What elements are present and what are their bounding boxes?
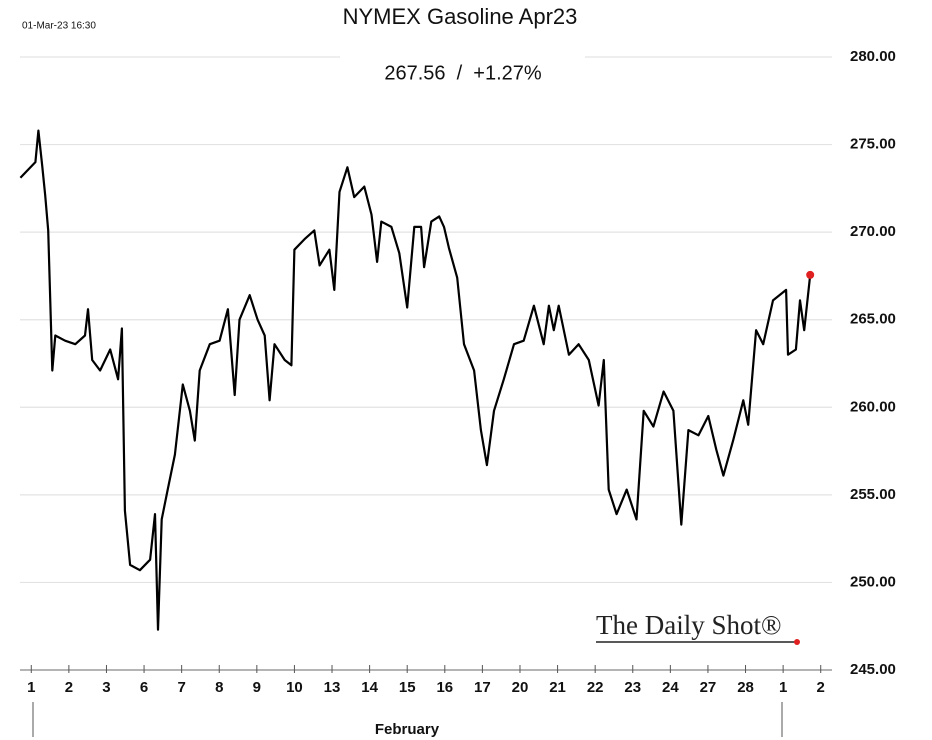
last-price-marker (806, 270, 815, 279)
y-tick-label: 270.00 (850, 223, 896, 240)
y-tick-label: 245.00 (850, 661, 896, 678)
timestamp: 01-Mar-23 16:30 (22, 21, 96, 32)
grid (20, 56, 832, 584)
y-tick-label: 275.00 (850, 136, 896, 153)
x-tick-label: 10 (286, 679, 303, 696)
x-tick-label: 1 (27, 679, 35, 696)
x-tick-label: 2 (817, 679, 825, 696)
x-tick-label: 14 (361, 679, 378, 696)
x-tick-label: 16 (436, 679, 453, 696)
x-tick-label: 1 (779, 679, 787, 696)
x-tick-label: 6 (140, 679, 148, 696)
x-tick-label: 24 (662, 679, 679, 696)
x-tick-label: 2 (65, 679, 73, 696)
x-tick-label: 21 (549, 679, 566, 696)
x-tick-label: 23 (624, 679, 641, 696)
x-tick-label: 22 (587, 679, 604, 696)
title-backdrop (340, 40, 585, 90)
price-line (19, 129, 812, 631)
y-tick-label: 260.00 (850, 398, 896, 415)
y-tick-label: 250.00 (850, 573, 896, 590)
y-tick-label: 265.00 (850, 311, 896, 328)
x-group-label: February (375, 721, 440, 738)
x-tick-label: 9 (253, 679, 261, 696)
x-tick-label: 8 (215, 679, 223, 696)
x-tick-label: 27 (700, 679, 717, 696)
x-tick-label: 17 (474, 679, 491, 696)
x-tick-label: 15 (399, 679, 416, 696)
x-tick-label: 20 (512, 679, 529, 696)
logo-dot (794, 639, 800, 645)
x-tick-label: 13 (324, 679, 341, 696)
y-tick-label: 255.00 (850, 486, 896, 503)
x-tick-label: 7 (177, 679, 185, 696)
y-tick-label: 280.00 (850, 48, 896, 65)
chart-title: NYMEX Gasoline Apr23 (343, 4, 578, 29)
x-tick-label: 3 (102, 679, 110, 696)
chart-subtitle: 267.56 / +1.27% (384, 62, 542, 84)
logo: The Daily Shot® (596, 610, 782, 640)
x-tick-label: 28 (737, 679, 754, 696)
